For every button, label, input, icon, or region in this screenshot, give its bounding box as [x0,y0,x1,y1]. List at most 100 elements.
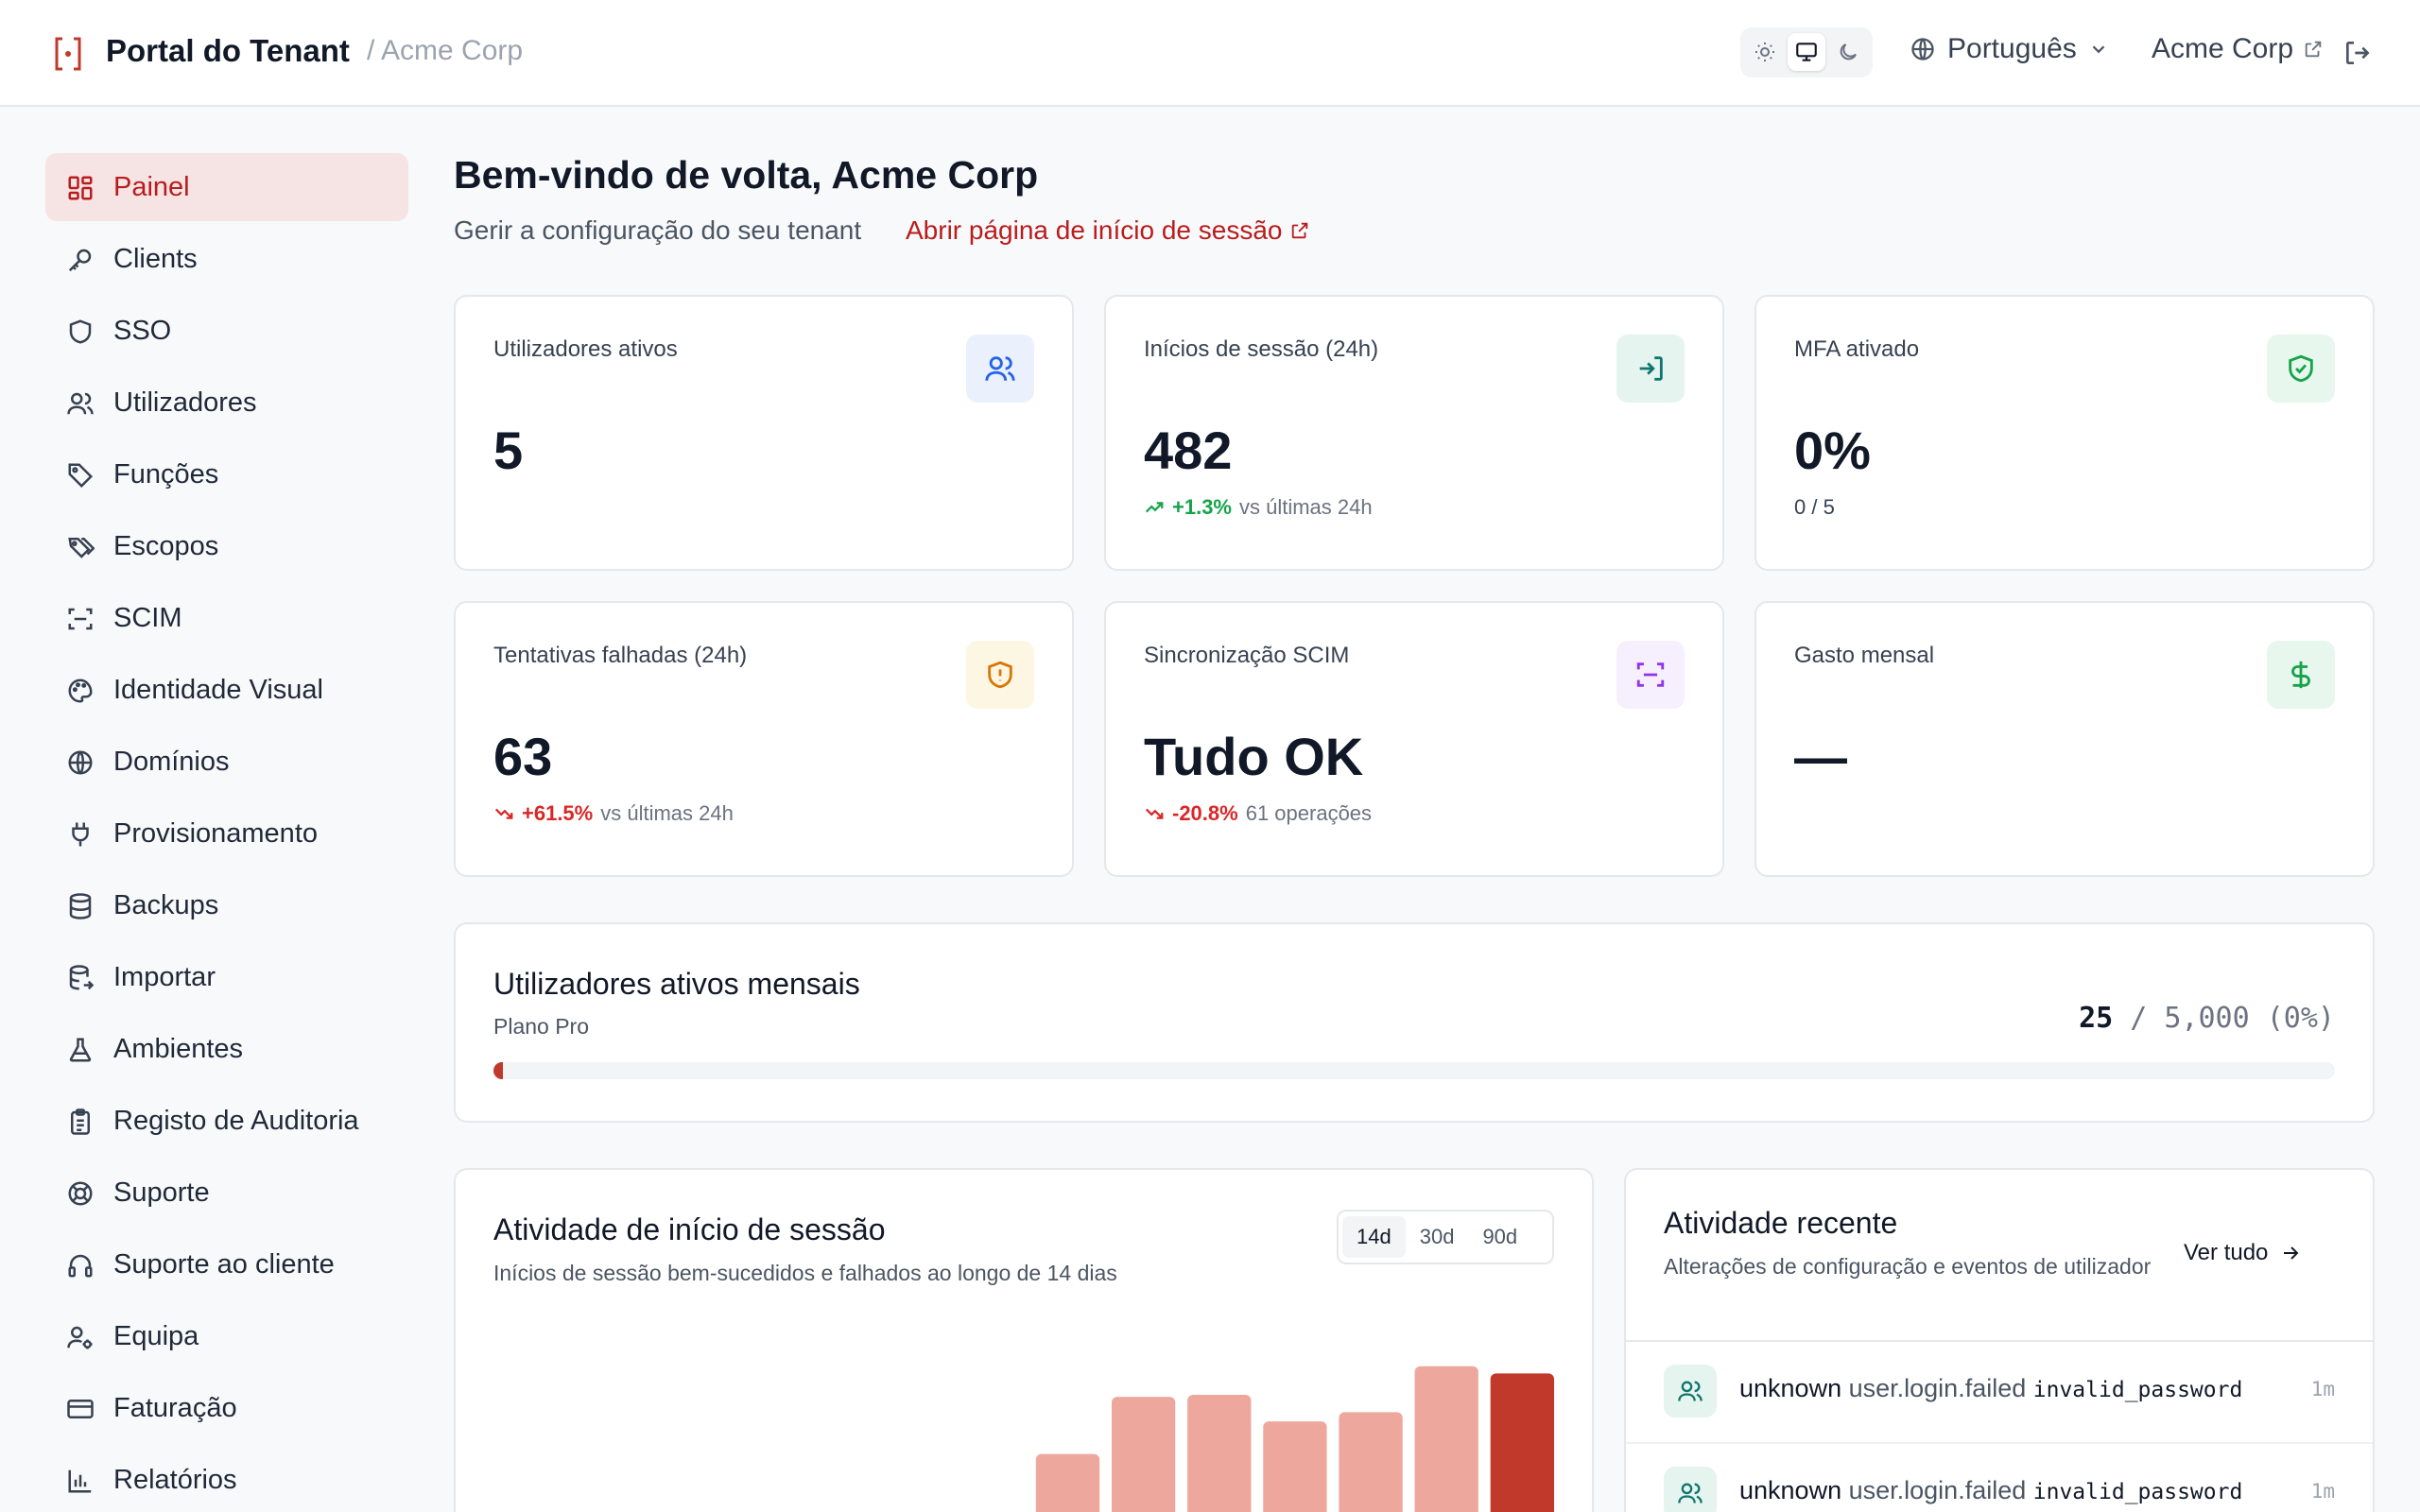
bracket-logo-icon[interactable] [53,36,83,72]
mau-progress-fill [493,1062,503,1079]
tab-14d[interactable]: 14d [1342,1216,1406,1258]
external-link-icon [1292,222,1308,239]
sidebar-item-provisionamento[interactable]: Provisionamento [45,799,408,868]
tags-icon [68,538,95,558]
sidebar-item-label: Faturação [113,1393,237,1423]
sidebar-item-label: Domínios [113,747,230,777]
sidebar-item-escopos[interactable]: Escopos [45,512,408,580]
activity-text: unknown user.login.failed invalid_passwo… [1739,1476,2242,1505]
sidebar-item-suporte[interactable]: Suporte [45,1159,408,1227]
sidebar-item-identidade-visual[interactable]: Identidade Visual [45,656,408,724]
sidebar-item-label: Importar [113,962,216,992]
sidebar-item-clients[interactable]: Clients [45,225,408,293]
chart-bar[interactable] [1111,1397,1176,1512]
activity-time: 1m [2310,1378,2335,1400]
chart-bar[interactable] [1339,1412,1403,1512]
activity-row[interactable]: unknown user.login.failed invalid_passwo… [1626,1442,2373,1512]
sidebar-item-label: Ambientes [113,1034,244,1064]
stat-label: Tentativas falhadas (24h) [493,643,748,668]
sidebar-item-scim[interactable]: SCIM [45,584,408,652]
key-icon [68,249,92,272]
globe-icon [68,750,93,775]
sidebar-item-utilizadores[interactable]: Utilizadores [45,369,408,437]
shield-icon [69,319,92,344]
arrow-right-icon [2284,1246,2299,1260]
globe-icon [1911,38,1934,60]
mau-progress-bar [493,1062,2335,1079]
divider [1626,1340,2373,1342]
stat-card-failed-attempts: Tentativas falhadas (24h) 63 +61.5% vs ú… [454,601,1074,877]
mau-card: Utilizadores ativos mensais Plano Pro 25… [454,922,2375,1123]
tab-90d[interactable]: 90d [1482,1225,1518,1248]
external-link-icon [2305,41,2322,58]
plug-icon [72,822,89,847]
logout-icon[interactable] [2342,38,2373,68]
system-theme-button[interactable] [1788,33,1825,71]
stat-note: 61 operações [1245,801,1373,825]
activity-row[interactable]: unknown user.login.failed invalid_passwo… [1626,1342,2373,1440]
sidebar-item-label: Registo de Auditoria [113,1106,359,1136]
sidebar-item-label: Relatórios [113,1465,237,1495]
open-login-page-link[interactable]: Abrir página de início de sessão [906,215,1310,246]
trending-down-icon [494,808,513,819]
sidebar-item-backups[interactable]: Backups [45,871,408,939]
tab-30d[interactable]: 30d [1419,1225,1455,1248]
sidebar-item-label: Suporte ao cliente [113,1249,335,1280]
stat-label: MFA ativado [1794,336,1920,362]
tenant-external-link[interactable]: Acme Corp [2152,33,2324,65]
sidebar-item-equipa[interactable]: Equipa [45,1302,408,1370]
dark-theme-button[interactable] [1829,33,1867,71]
light-theme-button[interactable] [1746,33,1784,71]
activity-time: 1m [2310,1480,2335,1503]
database-icon [69,893,92,919]
chart-bar[interactable] [1263,1421,1327,1512]
chart-title: Atividade de início de sessão [493,1212,886,1246]
sidebar-item-dominios[interactable]: Domínios [45,728,408,796]
view-all-link[interactable]: Ver tudo [2184,1240,2302,1266]
sidebar-item-registo-auditoria[interactable]: Registo de Auditoria [45,1087,408,1155]
app-title[interactable]: Portal do Tenant [106,33,350,68]
sidebar-item-label: Backups [113,890,219,920]
sidebar-item-label: Suporte [113,1177,210,1208]
stat-value: — [1794,727,1847,786]
breadcrumb-tenant: / Acme Corp [367,35,524,66]
stat-delta: +1.3% [1172,495,1232,519]
stat-trend: +61.5% vs últimas 24h [493,801,734,826]
stat-trend: -20.8% 61 operações [1144,801,1372,826]
stat-card-active-users: Utilizadores ativos 5 [454,295,1074,571]
sidebar-item-sso[interactable]: SSO [45,297,408,365]
stat-note: vs últimas 24h [600,801,734,825]
language-label: Português [1947,33,2077,64]
monitor-icon [1796,43,1817,61]
sidebar-item-ambientes[interactable]: Ambientes [45,1015,408,1083]
shield-alert-icon [966,641,1034,709]
users-icon [966,335,1034,403]
chart-bar[interactable] [1414,1366,1478,1512]
sidebar-item-label: Clients [113,244,198,274]
stat-value: 482 [1144,421,1233,480]
sidebar-item-funcoes[interactable]: Funções [45,440,408,508]
sidebar-item-faturacao[interactable]: Faturação [45,1374,408,1442]
page-subtitle: Gerir a configuração do seu tenant [454,215,862,245]
activity-actor: unknown [1739,1374,1842,1402]
chart-bar[interactable] [1490,1373,1554,1512]
sidebar-item-painel[interactable]: Painel [45,153,408,221]
chart-bar[interactable] [1035,1453,1100,1512]
stat-label: Inícios de sessão (24h) [1144,336,1379,362]
stat-value: 0% [1794,421,1871,480]
user-cog-icon [67,1326,93,1349]
mau-plan: Plano Pro [493,1014,590,1039]
chart-bar[interactable] [1187,1395,1252,1512]
language-selector[interactable]: Português [1910,33,2109,65]
log-in-icon [1616,335,1685,403]
sidebar-item-label: SSO [113,316,172,346]
sidebar-item-label: Identidade Visual [113,675,323,705]
activity-event: user.login.failed [1848,1476,2027,1504]
stat-card-logins: Inícios de sessão (24h) 482 +1.3% vs últ… [1104,295,1724,571]
bar-chart-icon [68,1469,92,1493]
dollar-icon [2267,641,2335,709]
sidebar-item-importar[interactable]: Importar [45,943,408,1011]
sidebar-item-suporte-cliente[interactable]: Suporte ao cliente [45,1230,408,1298]
stat-label: Utilizadores ativos [493,336,678,362]
sidebar-item-relatorios[interactable]: Relatórios [45,1446,408,1512]
